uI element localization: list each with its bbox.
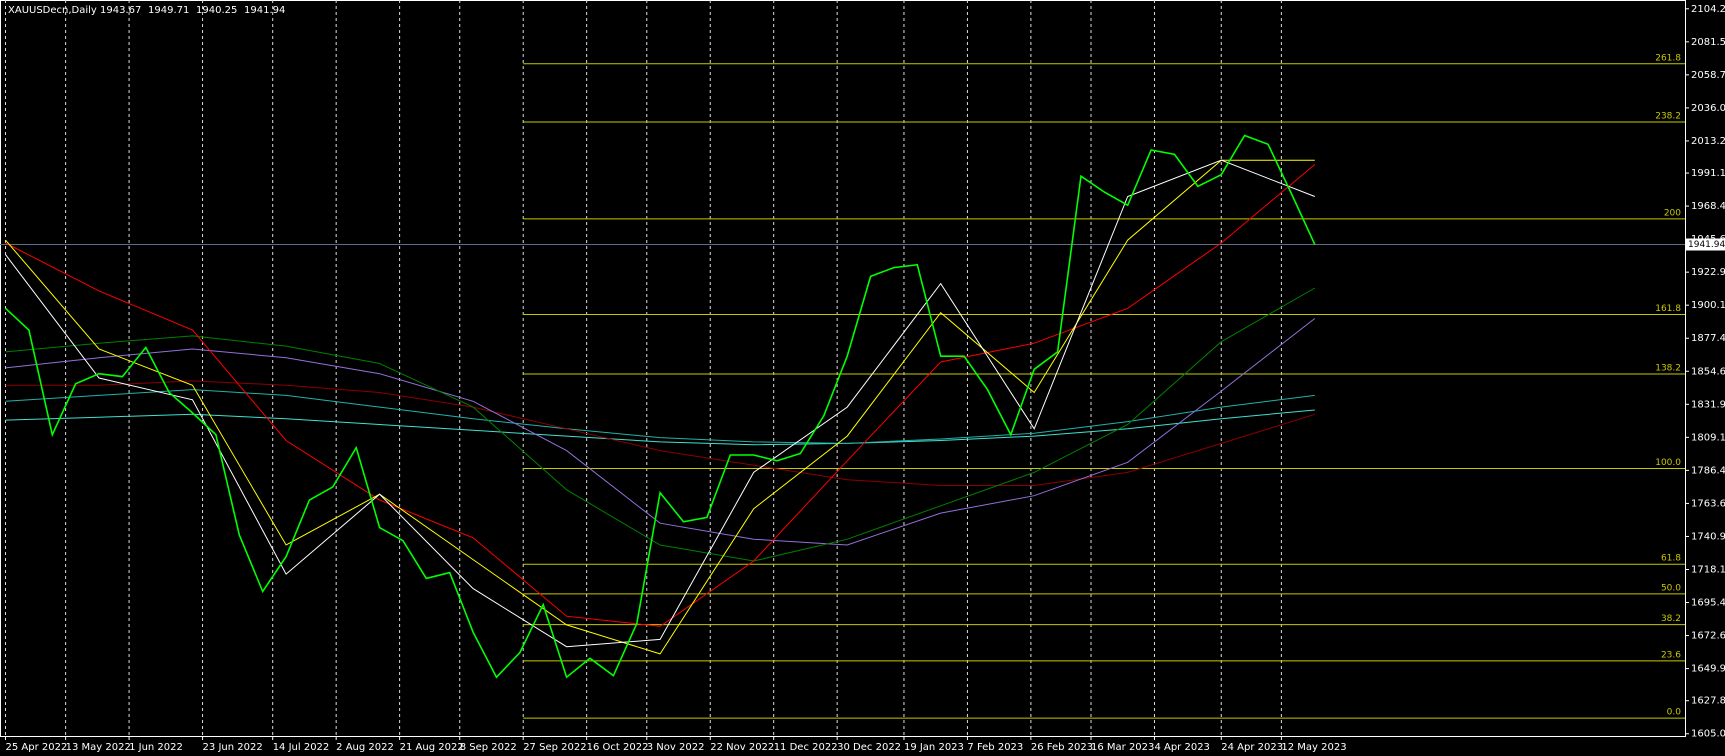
fib-label: 138.2 xyxy=(1655,363,1681,373)
ohlc-value: 1941.94 xyxy=(244,5,285,16)
x-tick-label: 16 Mar 2023 xyxy=(1091,742,1154,753)
y-tick-label: 1672.65 xyxy=(1691,631,1725,642)
y-tick-label: 2013.25 xyxy=(1691,136,1725,147)
x-tick-label: 11 Dec 2022 xyxy=(774,742,838,753)
x-tick-label: 27 Sep 2022 xyxy=(523,742,586,753)
fib-label: 38.2 xyxy=(1661,614,1681,624)
ohlc-value: 1949.71 xyxy=(148,5,189,16)
x-tick-label: 24 Apr 2023 xyxy=(1221,742,1283,753)
fib-label: 200 xyxy=(1664,208,1681,218)
last-price-box xyxy=(1686,238,1725,251)
y-tick-label: 1900.15 xyxy=(1691,300,1725,311)
moving-average xyxy=(5,287,1316,562)
y-tick-label: 1968.40 xyxy=(1691,201,1725,212)
y-tick-label: 1605.05 xyxy=(1691,729,1725,740)
x-tick-label: 14 Jul 2022 xyxy=(273,742,330,753)
y-tick-label: 2081.50 xyxy=(1691,37,1725,48)
y-tick-label: 1627.80 xyxy=(1691,696,1725,707)
y-tick-label: 1763.65 xyxy=(1691,498,1725,509)
fib-label: 23.6 xyxy=(1661,650,1681,660)
moving-average xyxy=(5,164,1316,627)
x-tick-label: 1 Jun 2022 xyxy=(129,742,183,753)
x-tick-label: 21 Aug 2022 xyxy=(400,742,464,753)
last-price-label: 1941.94 xyxy=(1688,240,1725,250)
fib-label: 50.0 xyxy=(1661,583,1681,593)
x-tick-label: 22 Nov 2022 xyxy=(710,742,774,753)
fib-label: 238.2 xyxy=(1655,111,1681,121)
y-tick-label: 1695.40 xyxy=(1691,598,1725,609)
y-tick-label: 2036.00 xyxy=(1691,103,1725,114)
x-tick-label: 13 May 2022 xyxy=(66,742,131,753)
y-tick-label: 1718.15 xyxy=(1691,564,1725,575)
moving-average xyxy=(5,318,1316,546)
fib-label: 61.8 xyxy=(1661,554,1681,564)
x-tick-label: 3 Nov 2022 xyxy=(647,742,705,753)
moving-average xyxy=(5,389,1315,444)
x-tick-label: 26 Feb 2023 xyxy=(1031,742,1093,753)
moving-average xyxy=(5,159,1315,655)
x-tick-label: 4 Apr 2023 xyxy=(1154,742,1209,753)
y-tick-label: 1922.90 xyxy=(1691,267,1725,278)
x-tick-label: 30 Dec 2022 xyxy=(837,742,901,753)
chart-title: XAUUSDecn,Daily xyxy=(8,5,97,16)
y-tick-label: 2104.25 xyxy=(1691,4,1725,15)
y-tick-label: 1740.90 xyxy=(1691,531,1725,542)
x-tick-label: 25 Apr 2022 xyxy=(6,742,68,753)
y-tick-label: 1854.65 xyxy=(1691,366,1725,377)
x-tick-label: 8 Sep 2022 xyxy=(460,742,517,753)
y-tick-label: 1809.15 xyxy=(1691,432,1725,443)
y-tick-label: 1991.15 xyxy=(1691,168,1725,179)
moving-average xyxy=(5,380,1315,486)
x-tick-label: 19 Jan 2023 xyxy=(904,742,964,753)
y-tick-label: 1649.90 xyxy=(1691,664,1725,675)
fib-label: 261.8 xyxy=(1655,53,1681,63)
fib-label: 0.0 xyxy=(1667,708,1682,718)
x-tick-label: 23 Jun 2022 xyxy=(203,742,263,753)
y-tick-label: 1831.90 xyxy=(1691,399,1725,410)
x-tick-label: 7 Feb 2023 xyxy=(967,742,1023,753)
ohlc-value: 1940.25 xyxy=(196,5,237,16)
x-tick-label: 2 Aug 2022 xyxy=(336,742,394,753)
y-tick-label: 1877.40 xyxy=(1691,333,1725,344)
price-line xyxy=(4,134,1316,679)
x-tick-label: 16 Oct 2022 xyxy=(587,742,649,753)
plot-frame xyxy=(0,0,1686,737)
x-tick-label: 12 May 2023 xyxy=(1281,742,1346,753)
fib-label: 161.8 xyxy=(1655,304,1681,314)
ohlc-value: 1943.67 xyxy=(100,5,141,16)
y-tick-label: 2058.75 xyxy=(1691,70,1725,81)
moving-average xyxy=(5,159,1315,648)
fib-label: 100.0 xyxy=(1655,458,1681,468)
y-tick-label: 1786.40 xyxy=(1691,465,1725,476)
moving-average xyxy=(5,409,1315,446)
